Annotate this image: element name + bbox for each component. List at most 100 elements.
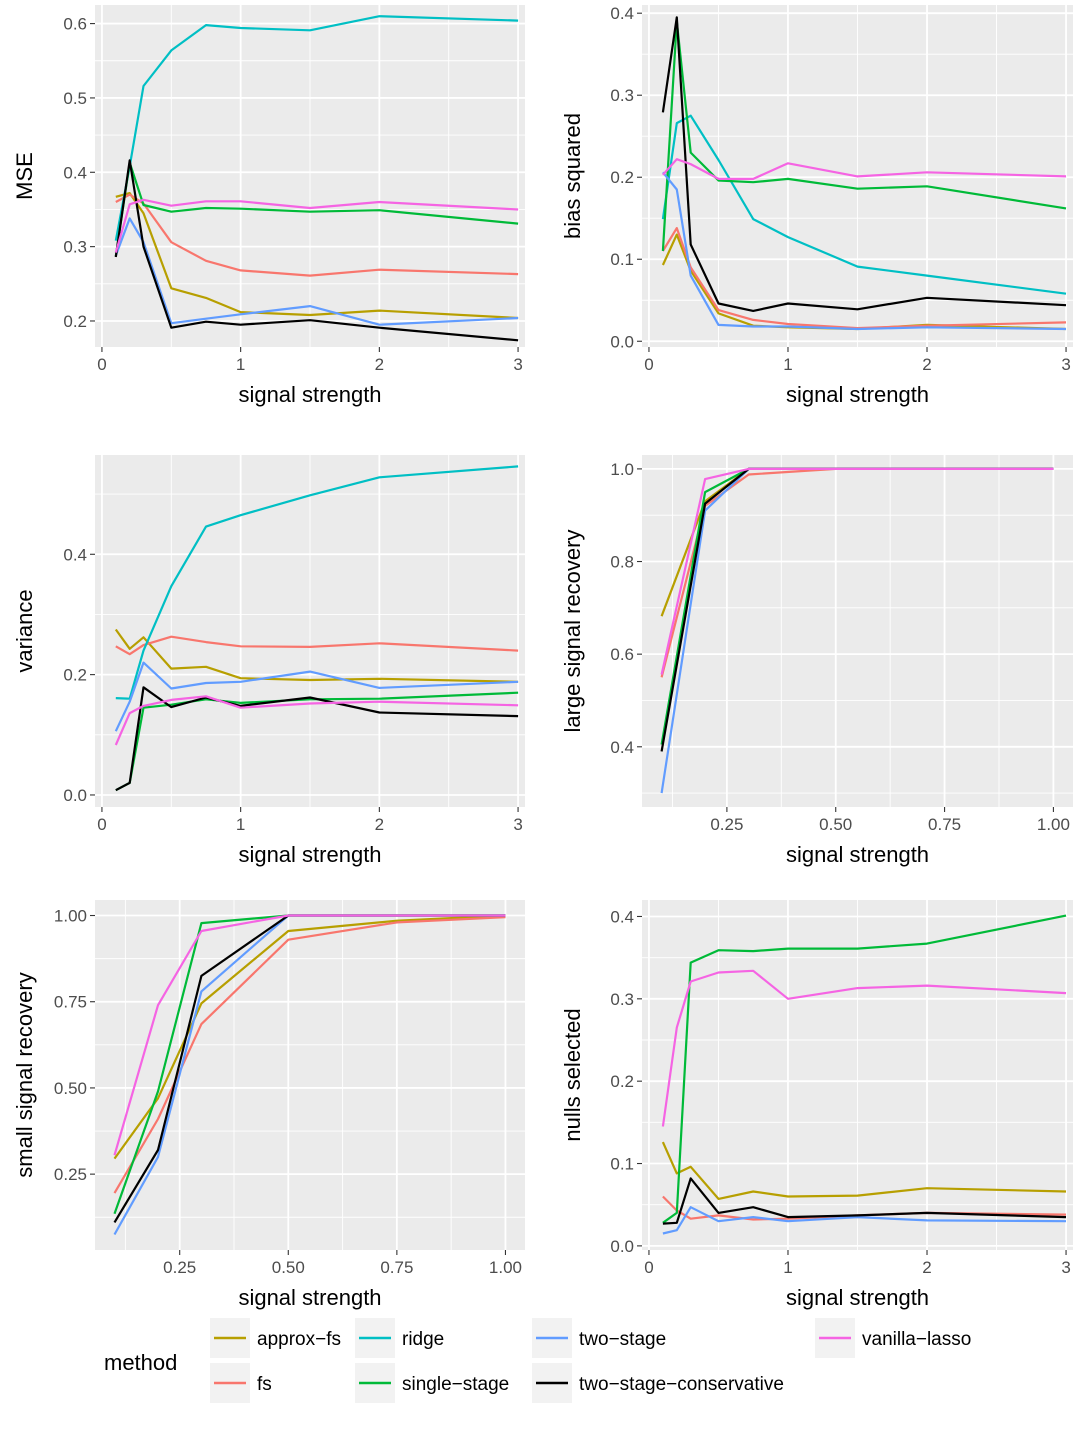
y-tick-label: 0.6 — [63, 15, 87, 34]
y-axis-title: bias squared — [560, 113, 585, 239]
y-tick-label: 0.2 — [63, 312, 87, 331]
x-tick-label: 0.25 — [163, 1258, 196, 1277]
y-axis-title: small signal recovery — [12, 972, 37, 1177]
legend-item: fs — [210, 1363, 272, 1403]
x-tick-label: 1 — [783, 1258, 792, 1277]
x-tick-label: 0 — [97, 355, 106, 374]
x-axis-title: signal strength — [786, 382, 929, 407]
y-axis-title: nulls selected — [560, 1008, 585, 1141]
x-axis-title: signal strength — [786, 842, 929, 867]
x-tick-label: 3 — [1061, 1258, 1070, 1277]
legend-label: two−stage — [579, 1329, 666, 1350]
series-line-1 — [115, 635, 519, 656]
legend-item: two−stage — [532, 1318, 666, 1358]
y-tick-label: 0.2 — [610, 168, 634, 187]
panel-background — [95, 900, 525, 1250]
legend-label: approx−fs — [257, 1329, 341, 1350]
series-line-4 — [662, 171, 1067, 331]
x-tick-label: 1.00 — [489, 1258, 522, 1277]
series-line-4 — [114, 661, 519, 732]
y-tick-label: 0.2 — [610, 1072, 634, 1091]
panel-background — [642, 455, 1073, 807]
x-tick-label: 0.75 — [928, 815, 961, 834]
y-tick-label: 0.4 — [610, 907, 634, 926]
series-line-3 — [662, 914, 1067, 1224]
y-tick-label: 0.25 — [54, 1165, 87, 1184]
legend-label: ridge — [402, 1329, 444, 1350]
series-line-5 — [662, 1177, 1067, 1225]
x-tick-label: 0 — [644, 355, 653, 374]
legend-item: two−stage−conservative — [532, 1363, 784, 1403]
x-tick-label: 0 — [97, 815, 106, 834]
y-axis-title: large signal recovery — [560, 530, 585, 733]
y-tick-label: 1.0 — [610, 460, 634, 479]
y-axis-title: variance — [12, 589, 37, 672]
series-line-0 — [115, 192, 519, 320]
x-axis-title: signal strength — [238, 842, 381, 867]
panel-2: 0 1 2 3 0.0 0.1 0.2 0.3 0.4 signal strength bias s… — [560, 4, 1073, 407]
series-line-2 — [115, 465, 519, 700]
y-tick-label: 0.75 — [54, 993, 87, 1012]
series-line-6 — [113, 914, 506, 1156]
series-line-5 — [661, 16, 1067, 312]
x-tick-label: 3 — [513, 355, 522, 374]
series-line-1 — [661, 227, 1067, 330]
series-line-0 — [661, 1141, 1067, 1201]
panel-1: 0 1 2 3 0.2 0.3 0.4 0.5 0.6 signal strength MSE — [12, 5, 525, 407]
legend-item: approx−fs — [210, 1318, 341, 1358]
y-tick-label: 0.1 — [610, 250, 634, 269]
legend-item: ridge — [355, 1318, 444, 1358]
series-line-3 — [114, 161, 519, 257]
x-tick-label: 3 — [1061, 355, 1070, 374]
x-tick-label: 2 — [922, 1258, 931, 1277]
y-tick-label: 0.1 — [610, 1155, 634, 1174]
y-axis-title: MSE — [12, 152, 37, 200]
x-tick-label: 3 — [513, 815, 522, 834]
x-axis-title: signal strength — [786, 1285, 929, 1310]
series-line-1 — [115, 193, 519, 277]
x-tick-label: 2 — [375, 355, 384, 374]
series-line-6 — [114, 695, 519, 746]
series-line-5 — [115, 686, 519, 792]
x-tick-label: 1 — [783, 355, 792, 374]
y-tick-label: 0.6 — [610, 645, 634, 664]
x-axis-title: signal strength — [238, 382, 381, 407]
legend-item: vanilla−lasso — [815, 1318, 971, 1358]
y-tick-label: 0.0 — [610, 332, 634, 351]
legend-label: vanilla−lasso — [862, 1329, 971, 1350]
x-tick-label: 1 — [236, 355, 245, 374]
panel-6: 0 1 2 3 0.0 0.1 0.2 0.3 0.4 signal strength nulls … — [560, 900, 1073, 1310]
y-tick-label: 0.2 — [63, 666, 87, 685]
y-tick-label: 0.50 — [54, 1079, 87, 1098]
series-line-6 — [661, 969, 1067, 1127]
y-tick-label: 0.3 — [63, 238, 87, 257]
series-line-1 — [113, 916, 506, 1194]
legend-title: method — [104, 1350, 177, 1375]
y-tick-label: 1.00 — [54, 907, 87, 926]
panel-5: 0.25 0.50 0.75 1.00 0.25 0.50 0.75 1.00 signal s… — [12, 900, 525, 1310]
legend-item: single−stage — [355, 1363, 509, 1403]
series-line-3 — [661, 20, 1067, 252]
y-tick-label: 0.5 — [63, 89, 87, 108]
y-tick-label: 0.8 — [610, 553, 634, 572]
panel-3: 0 1 2 3 0.0 0.2 0.4 signal strength variance — [12, 455, 525, 867]
series-line-0 — [113, 914, 506, 1160]
x-tick-label: 0.50 — [819, 815, 852, 834]
y-tick-label: 0.4 — [63, 545, 87, 564]
x-axis-title: signal strength — [238, 1285, 381, 1310]
x-tick-label: 0.75 — [380, 1258, 413, 1277]
series-line-6 — [662, 158, 1067, 180]
panel-4: 0.25 0.50 0.75 1.00 0.4 0.6 0.8 1.0 signal stren… — [560, 455, 1073, 867]
legend-label: single−stage — [402, 1374, 509, 1395]
x-tick-label: 1.00 — [1037, 815, 1070, 834]
y-tick-label: 0.4 — [63, 163, 87, 182]
y-tick-label: 0.3 — [610, 990, 634, 1009]
x-tick-label: 0.25 — [710, 815, 743, 834]
y-tick-label: 0.4 — [610, 4, 634, 23]
series-line-5 — [114, 159, 519, 342]
x-tick-label: 2 — [375, 815, 384, 834]
legend-label: two−stage−conservative — [579, 1374, 784, 1395]
y-tick-label: 0.3 — [610, 86, 634, 105]
x-tick-label: 0 — [644, 1258, 653, 1277]
